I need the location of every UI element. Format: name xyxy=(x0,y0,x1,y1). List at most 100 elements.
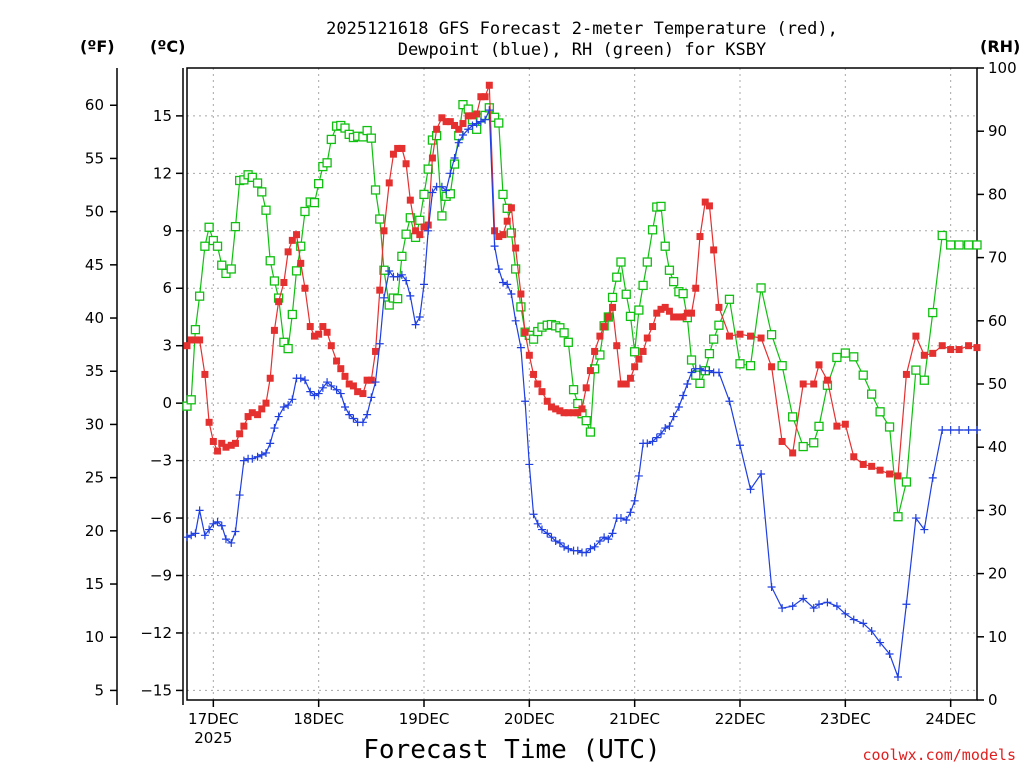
dewpoint-point xyxy=(911,514,920,523)
temperature-point xyxy=(547,403,555,411)
dewpoint-point xyxy=(235,491,244,500)
dewpoint-point xyxy=(231,527,240,536)
rh-tick-label: 80 xyxy=(988,185,1007,203)
dewpoint-point xyxy=(450,154,459,163)
temperature-point xyxy=(363,376,371,384)
temperature-point xyxy=(266,374,274,382)
dewpoint-point xyxy=(420,280,428,289)
temperature-point xyxy=(258,405,266,413)
celsius-tick-label: 15 xyxy=(153,107,172,125)
dewpoint-point xyxy=(490,242,499,251)
temperature-point xyxy=(789,449,797,457)
fahrenheit-tick-label: 15 xyxy=(85,575,104,593)
rh-point xyxy=(494,118,504,128)
dewpoint-point xyxy=(485,106,494,115)
fahrenheit-axis: 60 55 50 45 40 35 30 25 20 15 10 5 xyxy=(85,96,117,699)
dewpoint-point xyxy=(336,389,345,398)
temperature-point xyxy=(736,330,744,338)
rh-point xyxy=(814,421,824,431)
temperature-point xyxy=(345,380,353,388)
celsius-tick-label: −9 xyxy=(150,567,172,585)
temperature-point xyxy=(385,179,393,187)
dewpoint-point xyxy=(511,316,520,325)
rh-point xyxy=(362,125,372,136)
dewpoint-point xyxy=(341,402,349,411)
dewpoint-point xyxy=(217,521,226,530)
credit-text: coolwx.com/models xyxy=(862,746,1016,764)
time-tick-label: 22DEC xyxy=(715,710,766,728)
temperature-point xyxy=(591,347,599,355)
temperature-point xyxy=(507,204,515,212)
temperature-point xyxy=(653,309,661,317)
celsius-tick-label: −3 xyxy=(150,452,172,470)
temperature-point xyxy=(876,466,884,474)
temperature-point xyxy=(631,363,639,371)
rh-point xyxy=(261,205,271,215)
temperature-point xyxy=(955,346,963,354)
dewpoint-point xyxy=(859,619,868,628)
rh-point xyxy=(559,328,569,338)
rh-point xyxy=(616,257,626,267)
dewpoint-point xyxy=(442,186,451,195)
rh-tick-label: 20 xyxy=(988,565,1007,583)
temperature-point xyxy=(191,336,199,344)
temperature-point xyxy=(850,453,858,461)
dewpoint-point xyxy=(809,604,818,613)
dewpoint-point xyxy=(823,598,832,607)
fahrenheit-tick-label: 25 xyxy=(85,469,104,487)
temperature-point xyxy=(613,342,621,350)
dewpoint-point xyxy=(573,546,582,555)
rh-point xyxy=(735,359,745,369)
dewpoint-point xyxy=(318,383,327,392)
rh-point xyxy=(563,337,573,347)
temperature-point xyxy=(747,332,755,340)
dewpoint-point xyxy=(778,604,787,613)
temperature-point xyxy=(341,372,349,380)
temperature-point xyxy=(701,198,709,206)
dewpoint-point xyxy=(946,425,955,434)
temperature-point xyxy=(768,363,776,371)
temperature-point xyxy=(495,233,503,241)
dewpoint-point xyxy=(560,542,569,551)
rh-point xyxy=(375,214,385,224)
dewpoint-point xyxy=(616,514,625,523)
temperature-point xyxy=(710,246,718,254)
dewpoint-point xyxy=(955,425,964,434)
rh-point xyxy=(528,334,539,344)
temperature-point xyxy=(778,437,786,445)
dewpoint-point xyxy=(815,600,823,609)
temperature-point xyxy=(416,231,424,239)
temperature-point xyxy=(297,259,305,267)
temperature-point xyxy=(293,231,301,239)
temperature-point xyxy=(517,290,525,298)
temperature-point xyxy=(715,303,723,311)
dewpoint-point xyxy=(537,525,546,534)
temperature-point xyxy=(938,342,946,350)
dewpoint-point xyxy=(221,535,230,544)
temperature-point xyxy=(183,342,191,350)
dewpoint-point xyxy=(446,169,455,178)
dewpoint-point xyxy=(832,602,841,611)
dewpoint-point xyxy=(503,280,512,289)
temperature-point xyxy=(442,118,450,126)
temperature-point xyxy=(394,144,402,152)
fahrenheit-tick-label: 20 xyxy=(85,522,104,540)
dewpoint-point xyxy=(393,272,402,281)
dewpoint-point xyxy=(788,602,797,611)
celsius-tick-label: −6 xyxy=(150,509,172,527)
dewpoint-point xyxy=(411,320,420,329)
dewpoint-point xyxy=(608,529,617,538)
dewpoint-point xyxy=(695,364,704,373)
temperature-point xyxy=(965,342,973,350)
temperature-point xyxy=(196,336,204,344)
temperature-point xyxy=(315,330,323,338)
celsius-tick-label: −15 xyxy=(140,681,172,699)
rh-point xyxy=(724,294,735,304)
rh-point xyxy=(252,178,263,188)
temperature-point xyxy=(389,150,397,158)
rh-point xyxy=(506,228,517,238)
temperature-point xyxy=(275,298,283,306)
dewpoint-point xyxy=(323,378,332,387)
time-tick-label: 20DEC xyxy=(504,710,555,728)
temperature-point xyxy=(560,409,568,417)
